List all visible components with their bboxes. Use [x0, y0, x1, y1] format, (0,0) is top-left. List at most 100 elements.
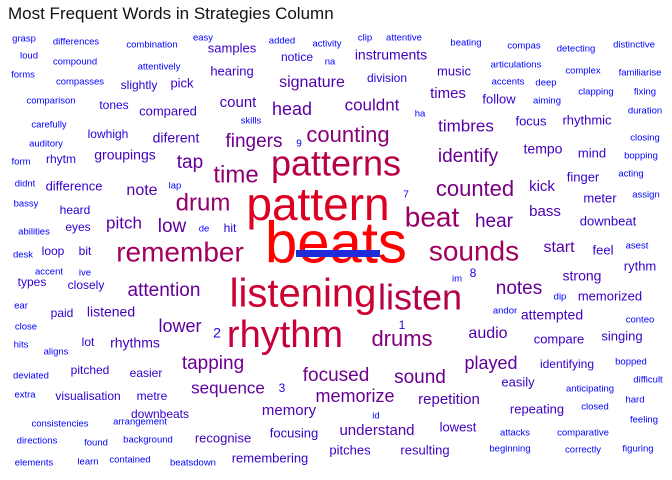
- word-contained: contained: [109, 455, 150, 466]
- word-clip: clip: [358, 33, 372, 44]
- word-de: de: [199, 224, 210, 235]
- word-grasp: grasp: [12, 34, 36, 45]
- word-bit: bit: [79, 244, 92, 258]
- word-tap: tap: [177, 152, 203, 173]
- word-audio: audio: [468, 325, 507, 342]
- word-compared: compared: [139, 103, 197, 118]
- word-attention: attention: [128, 280, 201, 301]
- word-rhythms: rhythms: [110, 335, 160, 351]
- word-auditory: auditory: [29, 139, 63, 150]
- word-deviated: deviated: [13, 371, 49, 382]
- word-times: times: [430, 85, 466, 102]
- word-8: 8: [470, 266, 477, 280]
- word-mind: mind: [578, 145, 606, 160]
- word-sounds: sounds: [429, 235, 519, 266]
- word-found: found: [84, 438, 108, 449]
- word-listen: listen: [378, 277, 462, 318]
- word-notice: notice: [281, 50, 313, 64]
- word-types: types: [18, 275, 47, 289]
- word-duration: duration: [628, 106, 662, 117]
- word-2: 2: [213, 325, 221, 341]
- word-focusing: focusing: [270, 425, 318, 440]
- word-instruments: instruments: [355, 47, 427, 63]
- word-activity: activity: [312, 39, 341, 50]
- word-singing: singing: [601, 328, 642, 343]
- word-id: id: [372, 411, 379, 422]
- word-visualisation: visualisation: [55, 389, 120, 403]
- word-tempo: tempo: [524, 141, 563, 157]
- word-bass: bass: [529, 203, 561, 220]
- word-played: played: [464, 353, 517, 373]
- word-consistencies: consistencies: [31, 419, 88, 430]
- word-forms: forms: [11, 70, 35, 81]
- word-groupings: groupings: [94, 147, 156, 163]
- word-abilities: abilities: [18, 227, 50, 238]
- word-count: count: [220, 94, 258, 111]
- word-directions: directions: [17, 436, 58, 447]
- word-lower: lower: [158, 316, 201, 336]
- word-downbeats: downbeats: [131, 407, 189, 421]
- word-fingers: fingers: [225, 131, 282, 152]
- word-compare: compare: [534, 331, 585, 346]
- word-ear: ear: [14, 301, 28, 312]
- word-feeling: feeling: [630, 415, 658, 426]
- word-beating: beating: [450, 38, 481, 49]
- word-lap: lap: [169, 181, 182, 192]
- word-slightly: slightly: [121, 78, 158, 92]
- word-bopping: bopping: [624, 151, 658, 162]
- word-accent: accent: [35, 267, 63, 278]
- word-acting: acting: [618, 169, 643, 180]
- word-hearing: hearing: [210, 63, 253, 78]
- word-beats: beats: [265, 210, 407, 275]
- word-remember: remember: [116, 236, 244, 267]
- word-combination: combination: [126, 40, 177, 51]
- word-skills: skills: [241, 116, 262, 127]
- word-im: im: [452, 274, 462, 285]
- word-tones: tones: [99, 98, 128, 112]
- word-form: form: [12, 157, 31, 168]
- word-lot: lot: [82, 335, 95, 349]
- word-attempted: attempted: [521, 307, 583, 323]
- word-distinctive: distinctive: [613, 40, 655, 51]
- word-pitches: pitches: [329, 442, 371, 457]
- word-beginning: beginning: [489, 444, 530, 455]
- word-pattern: pattern: [246, 178, 389, 230]
- word-closing: closing: [630, 133, 660, 144]
- word-ha: ha: [415, 109, 426, 120]
- word-metre: metre: [137, 389, 168, 403]
- word-bassy: bassy: [14, 199, 39, 210]
- word-pitch: pitch: [106, 213, 142, 232]
- word-easy: easy: [193, 33, 213, 44]
- word-counting: counting: [306, 122, 389, 147]
- word-aiming: aiming: [533, 96, 561, 107]
- word-remembering: remembering: [232, 450, 309, 465]
- word-aligns: aligns: [44, 347, 69, 358]
- word-sound: sound: [394, 367, 446, 388]
- word-1: 1: [399, 318, 406, 332]
- word-start: start: [543, 239, 575, 256]
- word-articulations: articulations: [491, 60, 542, 71]
- word-na: na: [325, 57, 336, 68]
- word-timbres: timbres: [438, 116, 494, 135]
- word-listened: listened: [87, 304, 135, 320]
- word-recognise: recognise: [195, 430, 251, 445]
- word-didnt: didnt: [15, 179, 36, 190]
- word-arrangement: arrangement: [113, 417, 167, 428]
- word-clapping: clapping: [578, 87, 613, 98]
- word-memorize: memorize: [315, 386, 394, 406]
- word-couldnt: couldnt: [345, 95, 400, 114]
- word-bopped: bopped: [615, 357, 647, 368]
- word-signature: signature: [279, 74, 345, 91]
- word-loop: loop: [42, 244, 65, 258]
- word-loud: loud: [20, 51, 38, 62]
- word-learn: learn: [77, 457, 98, 468]
- word-familiarise: familiarise: [619, 68, 662, 79]
- word-easier: easier: [130, 366, 163, 380]
- word-carefully: carefully: [31, 120, 67, 131]
- word-kick: kick: [529, 178, 555, 195]
- word-compas: compas: [507, 41, 541, 52]
- word-hits: hits: [14, 340, 29, 351]
- word-note: note: [126, 182, 157, 199]
- word-samples: samples: [208, 40, 257, 55]
